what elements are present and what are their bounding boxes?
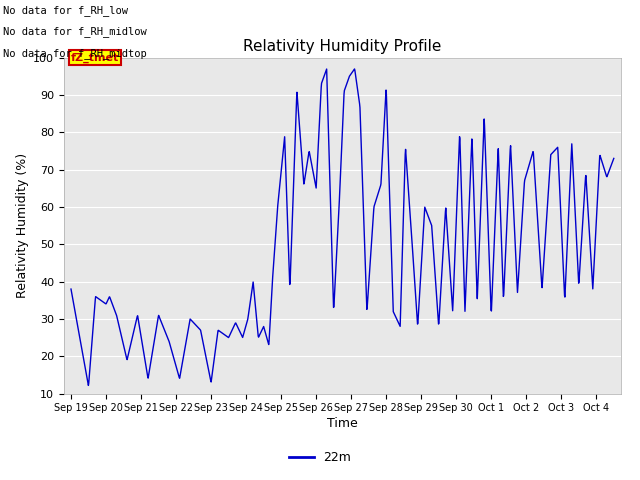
Text: No data for f_RH_midtop: No data for f_RH_midtop <box>3 48 147 59</box>
Legend: 22m: 22m <box>284 446 356 469</box>
Text: fZ_tmet: fZ_tmet <box>71 52 119 63</box>
Title: Relativity Humidity Profile: Relativity Humidity Profile <box>243 39 442 54</box>
Y-axis label: Relativity Humidity (%): Relativity Humidity (%) <box>16 153 29 298</box>
Text: No data for f_RH_midlow: No data for f_RH_midlow <box>3 26 147 37</box>
X-axis label: Time: Time <box>327 418 358 431</box>
Text: No data for f_RH_low: No data for f_RH_low <box>3 5 128 16</box>
